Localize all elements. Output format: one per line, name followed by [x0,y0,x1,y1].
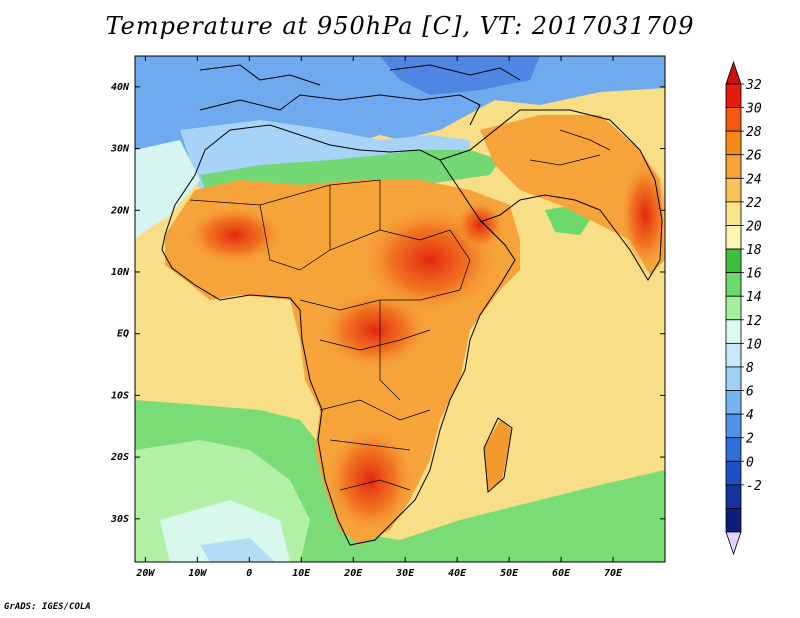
colorbar-label: 16 [746,267,762,282]
footer-credit: GrADS: IGES/COLA [4,602,91,612]
map-title: Temperature at 950hPa [C], VT: 201703170… [105,12,695,40]
field-atlantic-cool [135,140,200,240]
colorbar-swatch [725,248,742,274]
colorbar-label: 10 [746,337,762,352]
colorbar-swatch [725,201,742,226]
colorbar-label: 6 [746,385,754,400]
plot-frame [134,55,666,563]
colorbar-label: 14 [746,290,762,305]
colorbar-label: 28 [746,125,762,140]
colorbar-swatch [725,130,742,156]
colorbar-label: -2 [746,479,762,494]
map-axes: 20W 10W 0 10E 20E 30E 40E 50E 60E 70E 40N 30N 20N 10N… [110,56,665,579]
colorbar-label: 32 [745,78,762,93]
lat-tick-label: 30N [110,144,130,155]
colorbar-label: 24 [746,172,762,187]
coastlines [161,64,663,546]
colorbar-label: 30 [745,102,762,117]
hot-west-africa [185,205,285,265]
colorbar-label: 4 [746,408,754,423]
lon-tick-label: 30E [395,568,415,579]
lat-tick-label: 20S [110,452,129,463]
colorbar-label: 8 [746,361,754,376]
lon-tick-label: 10W [188,568,207,579]
colorbar-label: 2 [746,432,754,447]
hot-central-africa [320,290,430,370]
colorbar-swatch [725,177,742,203]
colorbar-under-triangle [725,531,742,556]
lon-tick-label: 0 [246,568,252,579]
colorbar-swatch [725,508,742,533]
colorbar-swatch [725,154,742,179]
colorbar-swatch [725,366,742,391]
colorbar-label: 0 [746,455,754,470]
lon-tick-label: 10E [292,568,311,579]
lon-tick-label: 50E [500,568,519,579]
lat-tick-label: 20N [110,205,130,216]
colorbar-over-triangle [725,60,742,85]
colorbar-swatch [725,413,742,439]
lat-tick-label: 10N [111,267,130,278]
hot-south-africa [325,425,415,535]
colorbar-label: 12 [746,314,762,329]
colorbar-label: 20 [746,219,762,234]
hot-yemen [455,200,505,250]
colorbar-swatch [725,484,742,509]
colorbar-swatch [725,83,742,108]
field-south-blue [200,538,275,562]
lon-tick-label: 20W [135,568,155,579]
lon-tick-label: 70E [604,568,623,579]
colorbar-swatch [725,295,742,321]
lat-tick-label: 40N [111,82,130,93]
lat-tick-label: 10S [111,390,129,401]
colorbar-swatch [725,225,742,250]
colorbar-label: 18 [746,243,762,258]
lon-tick-label: 20E [343,568,363,579]
hot-india [620,160,665,270]
field-europe-cold [135,56,665,210]
field-arabia-warm [480,115,665,275]
lat-tick-label: EQ [117,329,129,340]
lat-tick-label: 30S [110,514,129,525]
colorbar-label: 26 [746,149,762,164]
colorbar-label: 22 [746,196,762,211]
temperature-field [135,56,665,562]
colorbar-swatch [725,342,742,368]
field-madagascar-warm [484,420,512,490]
country-borders [189,129,611,491]
colorbar-swatch [725,319,742,344]
colorbar-swatch [725,460,742,486]
colorbar-swatch [725,390,742,415]
lon-tick-label: 60E [552,568,571,579]
colorbar-swatch [725,272,742,297]
lon-tick-label: 40E [448,568,467,579]
colorbar-swatch [725,437,742,462]
colorbar-swatch [725,107,742,132]
